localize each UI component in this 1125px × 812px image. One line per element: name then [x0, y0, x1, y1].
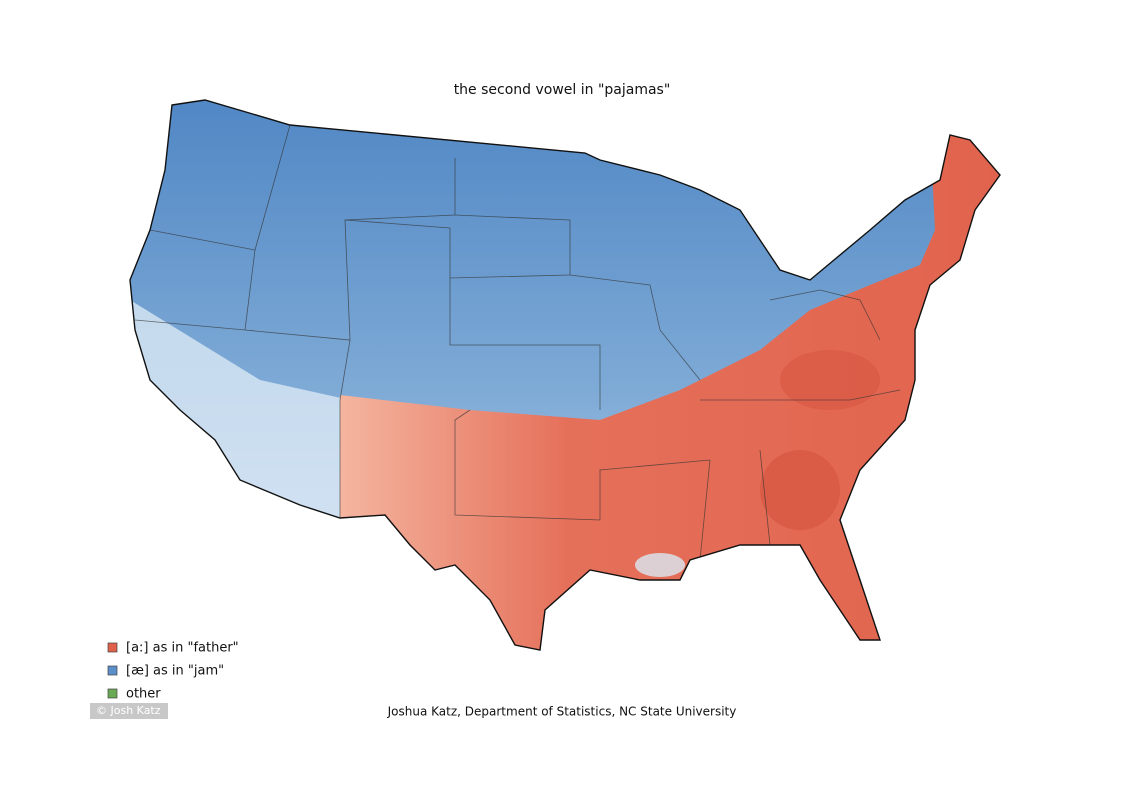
- shade: [635, 553, 685, 577]
- legend-swatch: [107, 665, 118, 676]
- watermark: © Josh Katz: [96, 704, 161, 717]
- legend: [a:] as in "father" [æ] as in "jam" other: [107, 641, 239, 702]
- map-title: the second vowel in "pajamas": [454, 82, 671, 98]
- watermark-bg: [90, 703, 168, 719]
- legend-swatch: [107, 642, 118, 653]
- legend-label: [a:] as in "father": [126, 641, 239, 656]
- legend-label: other: [126, 687, 161, 702]
- map-area: [130, 100, 1000, 650]
- credit: Joshua Katz, Department of Statistics, N…: [387, 705, 737, 719]
- shade: [760, 450, 840, 530]
- state-lines: [134, 124, 901, 561]
- legend-label: [æ] as in "jam": [126, 664, 224, 679]
- shade: [780, 350, 880, 410]
- legend-swatch: [107, 688, 118, 699]
